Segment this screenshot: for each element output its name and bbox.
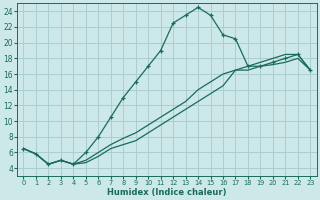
X-axis label: Humidex (Indice chaleur): Humidex (Indice chaleur) bbox=[107, 188, 227, 197]
